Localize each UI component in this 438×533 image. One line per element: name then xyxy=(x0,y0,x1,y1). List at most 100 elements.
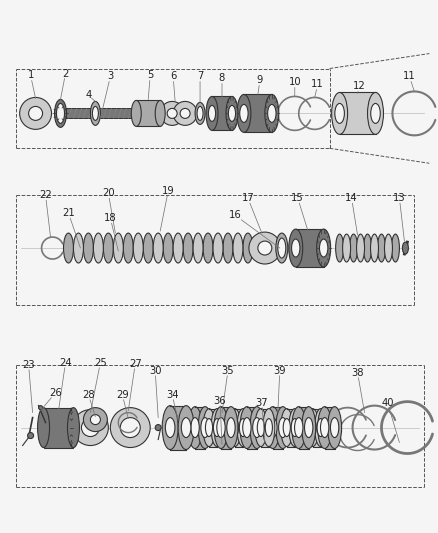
Ellipse shape xyxy=(92,107,99,120)
Ellipse shape xyxy=(255,409,267,447)
Polygon shape xyxy=(273,407,283,449)
Text: 3: 3 xyxy=(100,71,113,118)
Ellipse shape xyxy=(295,417,303,438)
Polygon shape xyxy=(221,407,231,449)
Circle shape xyxy=(160,101,184,125)
Ellipse shape xyxy=(237,409,249,447)
Ellipse shape xyxy=(39,406,42,410)
Ellipse shape xyxy=(166,417,175,438)
Ellipse shape xyxy=(317,418,324,437)
Ellipse shape xyxy=(292,239,300,257)
Text: 8: 8 xyxy=(219,74,225,96)
Ellipse shape xyxy=(74,233,83,263)
Ellipse shape xyxy=(229,409,241,447)
Ellipse shape xyxy=(217,417,225,438)
Ellipse shape xyxy=(223,233,233,263)
Ellipse shape xyxy=(291,418,298,437)
Polygon shape xyxy=(136,100,160,126)
Ellipse shape xyxy=(205,418,212,437)
Text: 21: 21 xyxy=(62,208,81,248)
Ellipse shape xyxy=(173,233,183,263)
Polygon shape xyxy=(170,406,186,449)
Ellipse shape xyxy=(265,94,279,132)
Ellipse shape xyxy=(181,417,191,438)
Ellipse shape xyxy=(309,418,316,437)
Ellipse shape xyxy=(227,417,235,438)
Ellipse shape xyxy=(289,229,303,267)
Polygon shape xyxy=(313,409,321,447)
Ellipse shape xyxy=(90,101,100,125)
Ellipse shape xyxy=(292,407,306,449)
Ellipse shape xyxy=(268,104,276,123)
Text: 35: 35 xyxy=(222,366,234,413)
Ellipse shape xyxy=(178,406,194,449)
Circle shape xyxy=(20,98,52,130)
Text: 6: 6 xyxy=(170,71,177,101)
Ellipse shape xyxy=(265,418,272,437)
Ellipse shape xyxy=(278,238,286,258)
Ellipse shape xyxy=(83,233,93,263)
Ellipse shape xyxy=(113,233,124,263)
Ellipse shape xyxy=(268,417,277,438)
Ellipse shape xyxy=(153,233,163,263)
Text: 7: 7 xyxy=(197,71,203,102)
Ellipse shape xyxy=(240,407,254,449)
Polygon shape xyxy=(313,409,321,447)
Ellipse shape xyxy=(283,418,290,437)
Ellipse shape xyxy=(224,407,238,449)
Polygon shape xyxy=(299,407,309,449)
Text: 30: 30 xyxy=(149,366,162,417)
Ellipse shape xyxy=(367,92,384,134)
Polygon shape xyxy=(325,407,335,449)
Polygon shape xyxy=(296,229,324,267)
Text: 23: 23 xyxy=(22,360,35,413)
Polygon shape xyxy=(287,409,295,447)
Ellipse shape xyxy=(279,417,287,438)
Ellipse shape xyxy=(328,407,342,449)
Ellipse shape xyxy=(214,407,228,449)
Text: 22: 22 xyxy=(39,190,52,237)
Ellipse shape xyxy=(371,234,378,262)
Text: 37: 37 xyxy=(255,398,268,442)
Polygon shape xyxy=(195,407,205,449)
Polygon shape xyxy=(209,409,217,447)
Ellipse shape xyxy=(197,107,203,120)
Ellipse shape xyxy=(213,233,223,263)
Ellipse shape xyxy=(281,409,293,447)
Polygon shape xyxy=(235,409,243,447)
Ellipse shape xyxy=(103,233,113,263)
Ellipse shape xyxy=(237,94,251,132)
Text: 18: 18 xyxy=(104,213,118,251)
Ellipse shape xyxy=(403,242,408,254)
Text: 27: 27 xyxy=(128,359,141,410)
Text: 15: 15 xyxy=(291,193,308,230)
Ellipse shape xyxy=(64,233,74,263)
Ellipse shape xyxy=(335,103,344,123)
Ellipse shape xyxy=(318,407,332,449)
Ellipse shape xyxy=(276,407,290,449)
Ellipse shape xyxy=(183,233,193,263)
Text: 20: 20 xyxy=(102,188,115,233)
Ellipse shape xyxy=(57,103,64,123)
Polygon shape xyxy=(339,92,375,134)
Polygon shape xyxy=(43,408,74,448)
Text: 39: 39 xyxy=(273,366,286,413)
Ellipse shape xyxy=(314,409,327,447)
Ellipse shape xyxy=(38,408,49,448)
Ellipse shape xyxy=(163,233,173,263)
Circle shape xyxy=(81,418,99,437)
Ellipse shape xyxy=(336,234,343,262)
Circle shape xyxy=(72,410,108,446)
Circle shape xyxy=(180,108,190,118)
Polygon shape xyxy=(261,409,269,447)
Ellipse shape xyxy=(93,233,103,263)
Ellipse shape xyxy=(155,100,165,126)
Ellipse shape xyxy=(330,417,339,438)
Polygon shape xyxy=(247,407,257,449)
Ellipse shape xyxy=(155,425,161,431)
Ellipse shape xyxy=(195,102,205,124)
Text: 11: 11 xyxy=(311,79,324,98)
Circle shape xyxy=(28,107,42,120)
Text: 40: 40 xyxy=(381,398,399,442)
Circle shape xyxy=(83,408,107,432)
